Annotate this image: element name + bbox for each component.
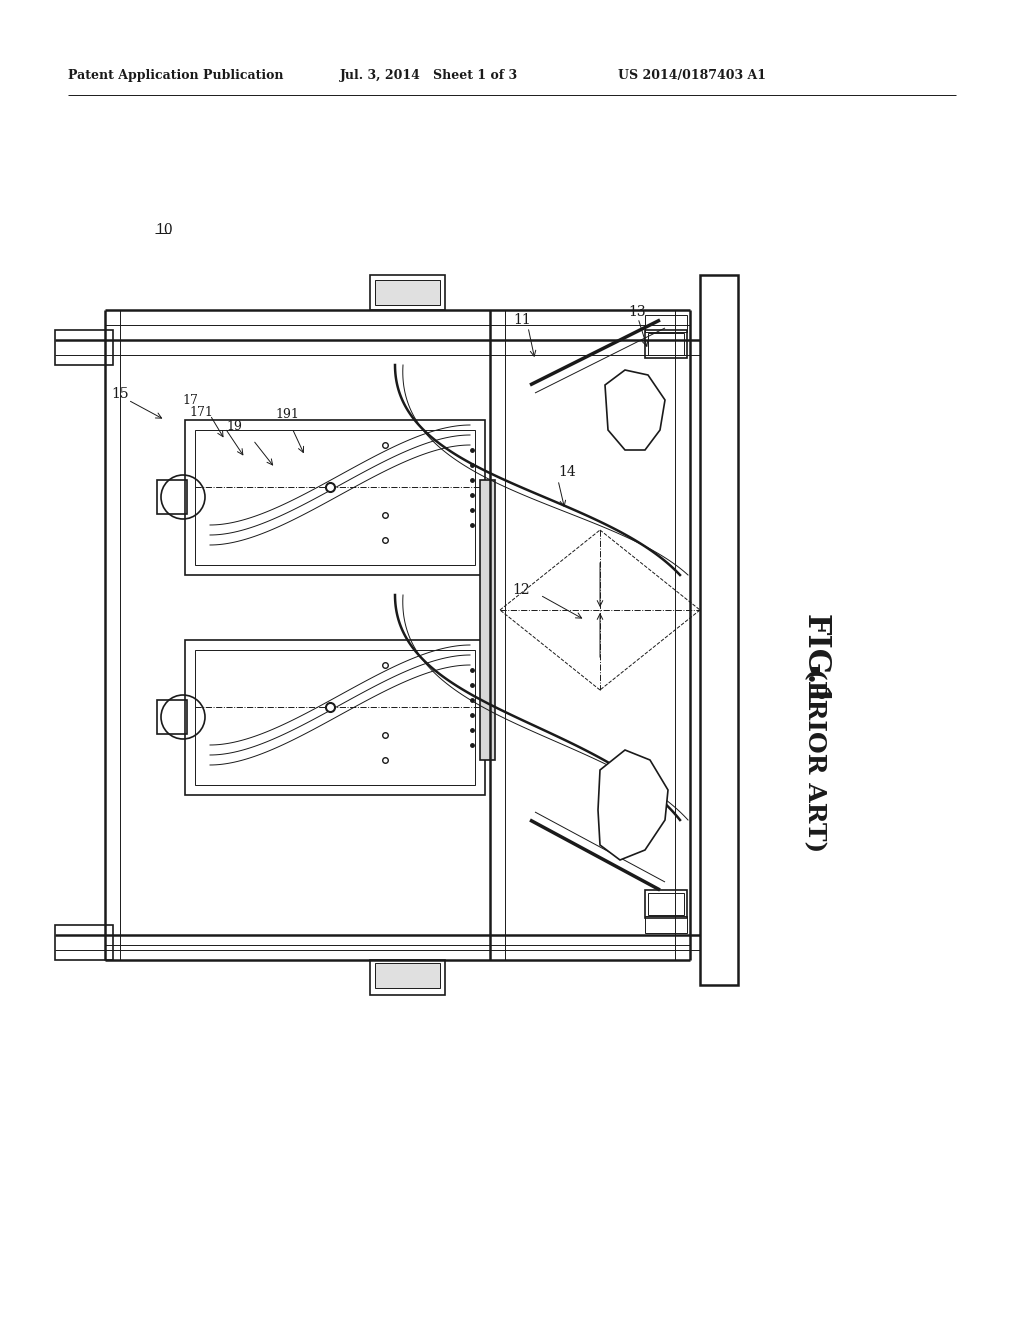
Text: 10: 10 — [155, 223, 173, 238]
Text: 191: 191 — [275, 408, 299, 421]
Text: Jul. 3, 2014   Sheet 1 of 3: Jul. 3, 2014 Sheet 1 of 3 — [340, 69, 518, 82]
Text: 13: 13 — [628, 305, 646, 319]
Bar — [55, 330, 113, 366]
Text: 19: 19 — [226, 420, 242, 433]
Text: 14: 14 — [558, 465, 575, 479]
Polygon shape — [605, 370, 665, 450]
Bar — [480, 480, 495, 760]
Bar — [55, 925, 113, 960]
Bar — [645, 916, 687, 933]
Bar — [375, 280, 440, 305]
Text: FIG.1: FIG.1 — [800, 614, 830, 706]
Text: 15: 15 — [112, 387, 129, 401]
Bar — [645, 890, 687, 917]
Text: 171: 171 — [189, 407, 213, 420]
Text: 11: 11 — [513, 313, 530, 327]
Bar — [195, 430, 475, 565]
Text: US 2014/0187403 A1: US 2014/0187403 A1 — [618, 69, 766, 82]
Bar — [370, 275, 445, 310]
Bar — [648, 333, 684, 355]
Bar — [370, 960, 445, 995]
Text: 17: 17 — [182, 393, 198, 407]
Bar — [185, 420, 485, 576]
Text: (PRIOR ART): (PRIOR ART) — [803, 668, 827, 853]
Bar — [195, 649, 475, 785]
Bar — [700, 275, 738, 985]
Bar — [375, 964, 440, 987]
Text: Patent Application Publication: Patent Application Publication — [68, 69, 284, 82]
Bar — [645, 315, 687, 333]
Polygon shape — [598, 750, 668, 861]
Text: 12: 12 — [512, 583, 530, 597]
Bar — [648, 894, 684, 915]
Bar — [157, 700, 187, 734]
Bar — [645, 330, 687, 358]
Bar — [185, 640, 485, 795]
Bar — [157, 480, 187, 513]
